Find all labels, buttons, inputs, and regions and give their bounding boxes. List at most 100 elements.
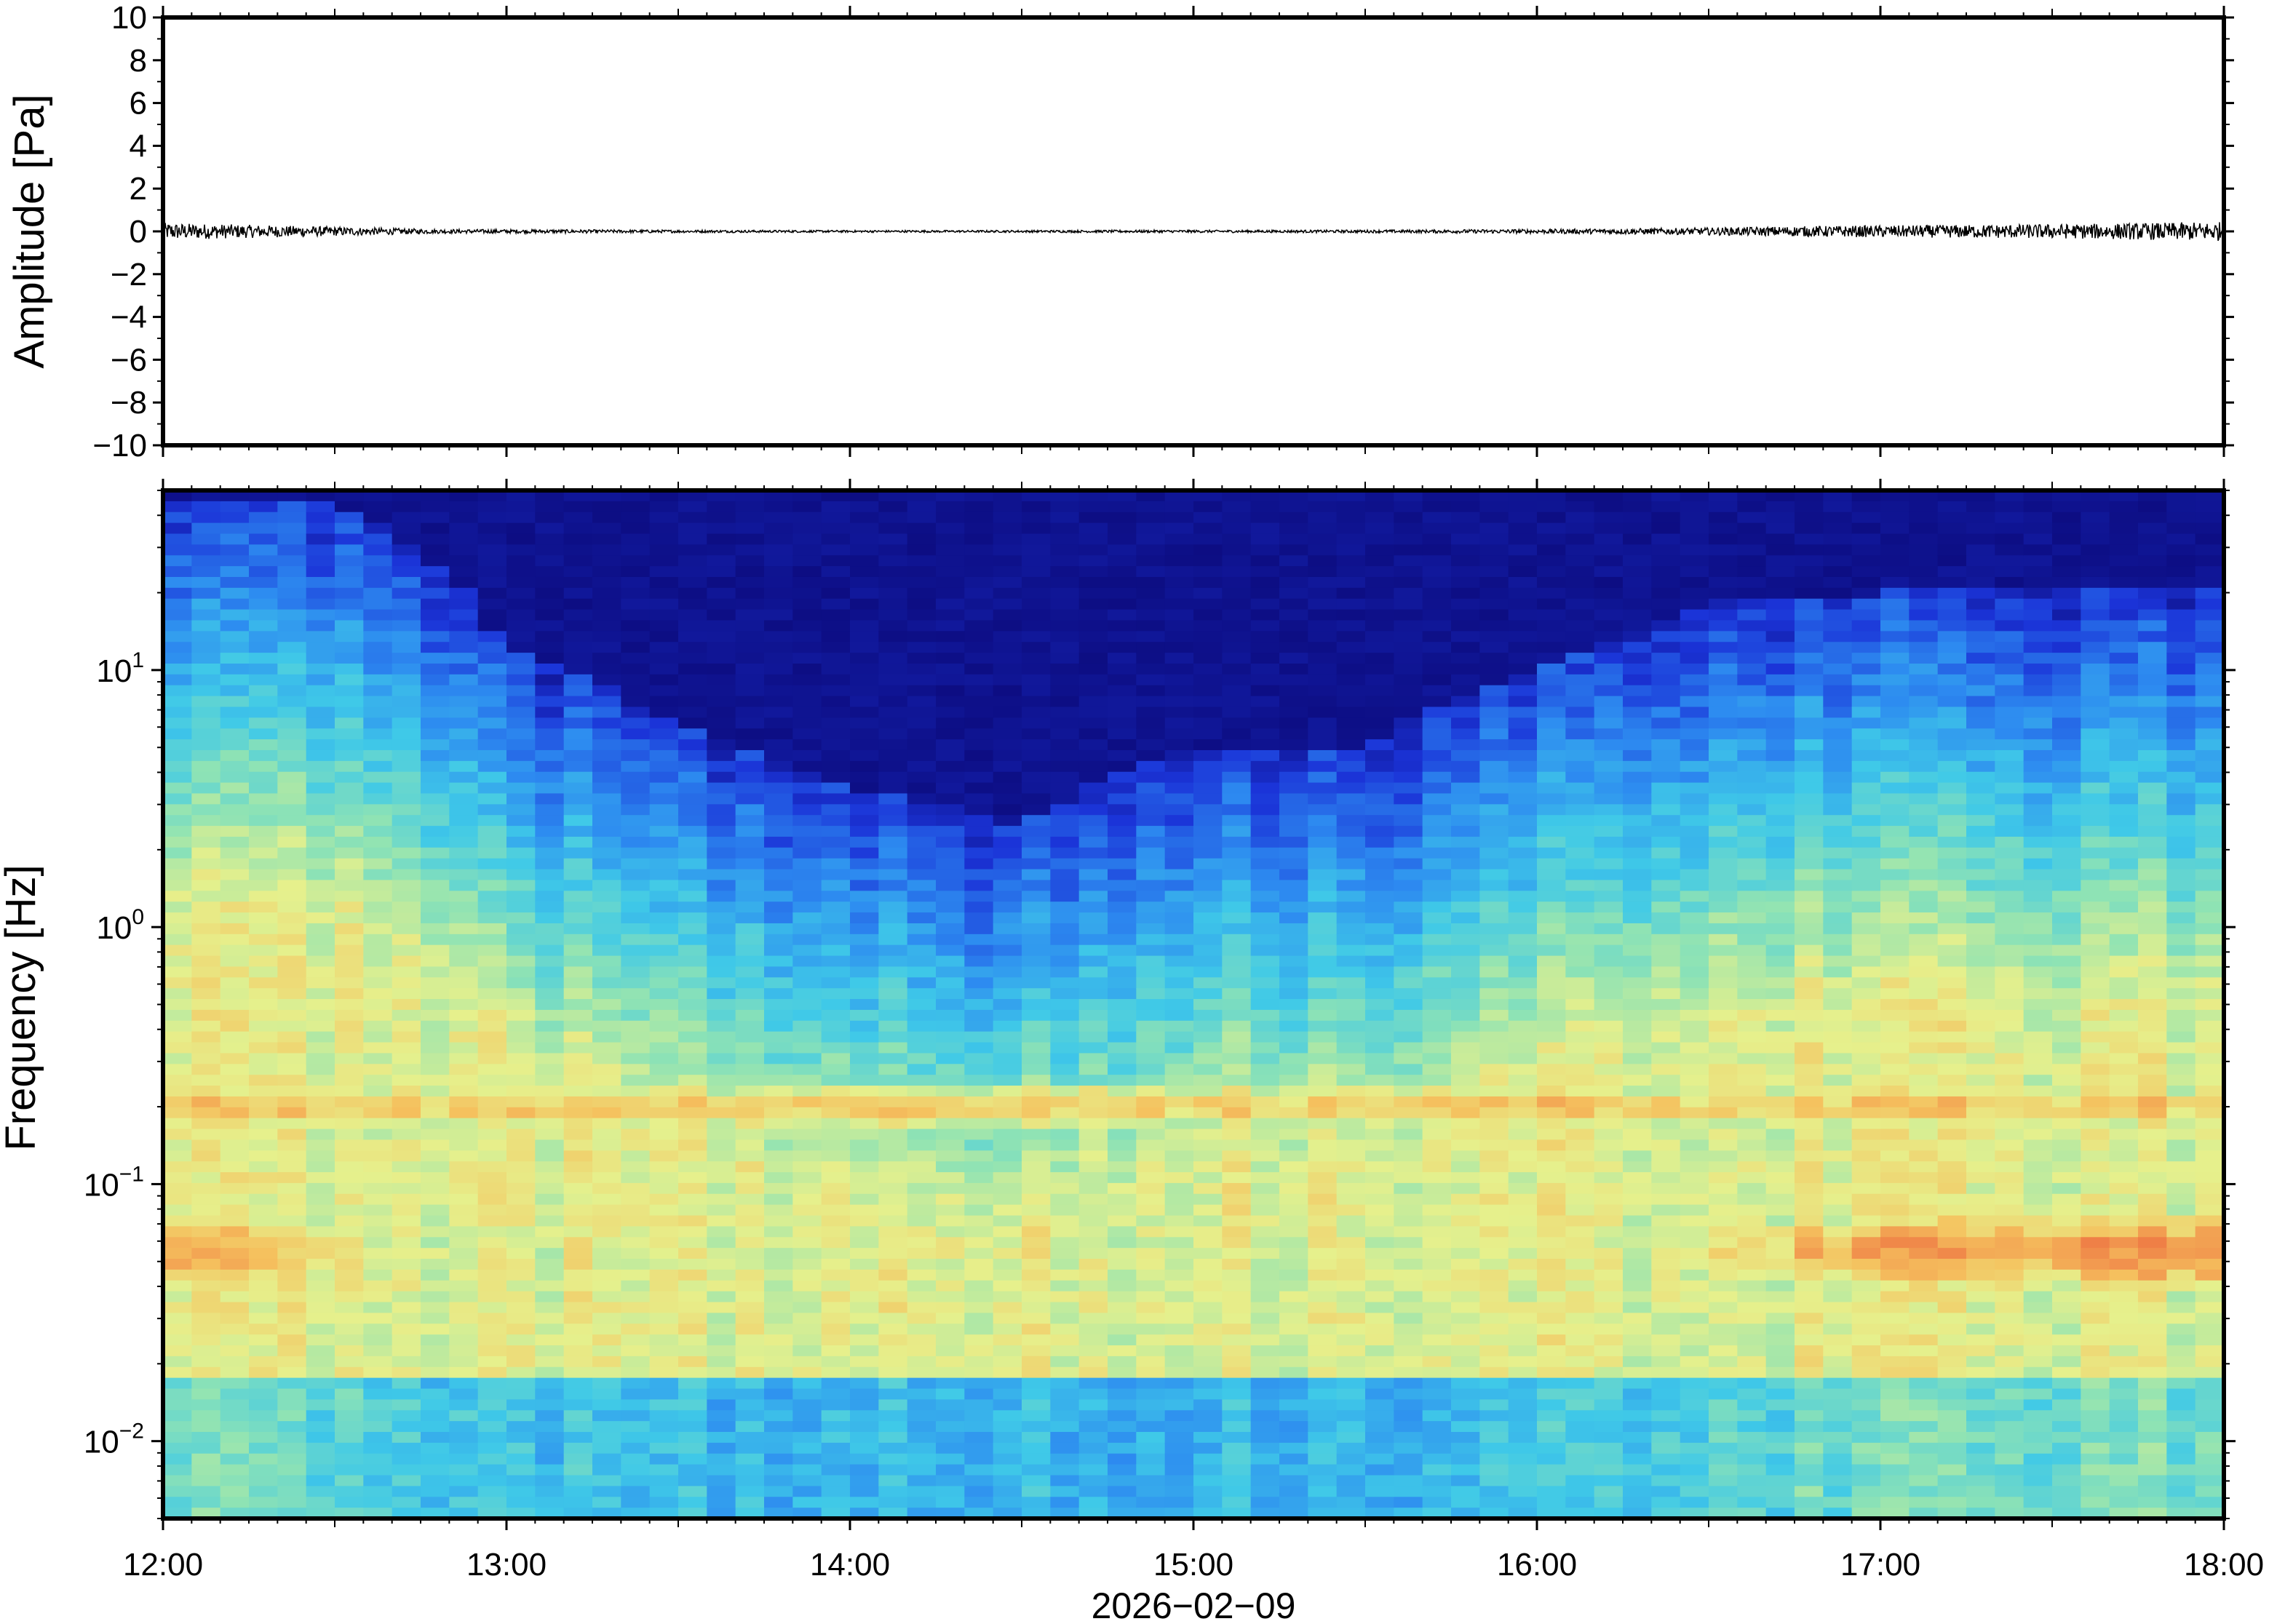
spectrogram-cell	[1308, 1486, 1338, 1498]
spectrogram-cell	[1479, 771, 1509, 784]
spectrogram-cell	[1108, 576, 1137, 589]
spectrogram-cell	[1451, 728, 1481, 740]
spectrogram-cell	[392, 1366, 421, 1379]
spectrogram-cell	[163, 977, 193, 989]
spectrogram-cell	[764, 1486, 794, 1498]
spectrogram-cell	[249, 1280, 279, 1292]
spectrogram-cell	[678, 1313, 708, 1325]
spectrogram-cell	[678, 1399, 708, 1412]
spectrogram-cell	[1565, 804, 1595, 816]
spectrogram-cell	[678, 1086, 708, 1097]
spectrogram-cell	[563, 1204, 593, 1217]
spectrogram-cell	[335, 815, 365, 827]
spectrogram-cell	[191, 1064, 221, 1075]
spectrogram-cell	[1078, 988, 1108, 1000]
spectrogram-cell	[936, 544, 966, 557]
spectrogram-cell	[1565, 847, 1595, 859]
spectrogram-cell	[1164, 653, 1194, 664]
spectrogram-cell	[477, 1269, 507, 1281]
spectrogram-cell	[1108, 1486, 1137, 1498]
spectrogram-cell	[1537, 1020, 1567, 1032]
spectrogram-cell	[1537, 1313, 1567, 1325]
spectrogram-cell	[392, 706, 421, 719]
spectrogram-cell	[363, 739, 393, 751]
spectrogram-cell	[363, 1020, 393, 1032]
spectrogram-cell	[1537, 1129, 1567, 1141]
spectrogram-cell	[220, 836, 250, 848]
spectrogram-cell	[163, 847, 193, 859]
spectrogram-cell	[220, 1334, 250, 1346]
spectrogram-cell	[1193, 1291, 1223, 1303]
spectrogram-cell	[1108, 1388, 1137, 1401]
spectrogram-cell	[1394, 955, 1423, 968]
spectrogram-cell	[1108, 1377, 1137, 1390]
spectrogram-cell	[907, 1464, 937, 1476]
spectrogram-cell	[191, 1107, 221, 1119]
spectrogram-cell	[277, 674, 307, 686]
spectrogram-cell	[1279, 771, 1309, 784]
spectrogram-cell	[363, 923, 393, 935]
spectrogram-cell	[563, 674, 593, 686]
spectrogram-cell	[1537, 771, 1567, 784]
spectrogram-cell	[764, 912, 794, 924]
spectrogram-cell	[1108, 1291, 1137, 1303]
spectrogram-cell	[1050, 1020, 1080, 1032]
spectrogram-cell	[792, 760, 822, 773]
spectrogram-cell	[1479, 1086, 1509, 1097]
spectrogram-cell	[764, 663, 794, 675]
spectrogram-cell	[821, 620, 851, 632]
spectrogram-cell	[506, 771, 536, 784]
spectrogram-cell	[535, 1475, 565, 1487]
spectrogram-cell	[220, 934, 250, 946]
spectrogram-cell	[1108, 944, 1137, 957]
spectrogram-cell	[1336, 1075, 1366, 1086]
spectrogram-cell	[535, 1442, 565, 1454]
spectrogram-cell	[1250, 1204, 1280, 1217]
spectrogram-cell	[1565, 1172, 1595, 1184]
spectrogram-cell	[449, 1453, 479, 1465]
spectrogram-cell	[1250, 1388, 1280, 1401]
spectrogram-cell	[1164, 1226, 1194, 1238]
spectrogram-cell	[1422, 728, 1452, 740]
spectrogram-cell	[1336, 793, 1366, 805]
spectrogram-cell	[878, 977, 908, 989]
spectrogram-cell	[964, 544, 994, 557]
spectrogram-cell	[1508, 1150, 1538, 1162]
spectrogram-cell	[477, 566, 507, 578]
spectrogram-cell	[191, 1182, 221, 1195]
spectrogram-cell	[363, 1129, 393, 1141]
spectrogram-cell	[1537, 1377, 1567, 1390]
spectrogram-cell	[306, 858, 335, 870]
spectrogram-cell	[1565, 1410, 1595, 1422]
spectrogram-cell	[936, 1064, 966, 1075]
spectrogram-cell	[1508, 847, 1538, 859]
waveform-y-tick-label: 4	[130, 128, 147, 164]
spectrogram-cell	[678, 696, 708, 708]
spectrogram-cell	[1050, 760, 1080, 773]
spectrogram-cell	[1193, 1020, 1223, 1032]
spectrogram-cell	[163, 782, 193, 795]
spectrogram-cell	[477, 501, 507, 513]
spectrogram-cell	[592, 944, 622, 957]
spectrogram-cell	[993, 955, 1022, 968]
spectrogram-cell	[936, 1096, 966, 1108]
spectrogram-cell	[1565, 1388, 1595, 1401]
spectrogram-cell	[678, 533, 708, 546]
spectrogram-cell	[1050, 576, 1080, 589]
spectrogram-cell	[1078, 891, 1108, 902]
spectrogram-cell	[1365, 1118, 1395, 1130]
spectrogram-cell	[477, 1356, 507, 1368]
spectrogram-cell	[964, 1432, 994, 1444]
spectrogram-cell	[306, 1096, 335, 1108]
spectrogram-cell	[1050, 1031, 1080, 1043]
spectrogram-cell	[764, 901, 794, 913]
spectrogram-cell	[792, 631, 822, 643]
spectrogram-cell	[735, 1129, 765, 1141]
spectrogram-cell	[1594, 696, 1624, 708]
spectrogram-cell	[649, 804, 679, 816]
spectrogram-cell	[1108, 955, 1137, 968]
spectrogram-cell	[220, 1193, 250, 1206]
spectrogram-cell	[449, 944, 479, 957]
spectrogram-cell	[477, 631, 507, 643]
spectrogram-cell	[477, 815, 507, 827]
